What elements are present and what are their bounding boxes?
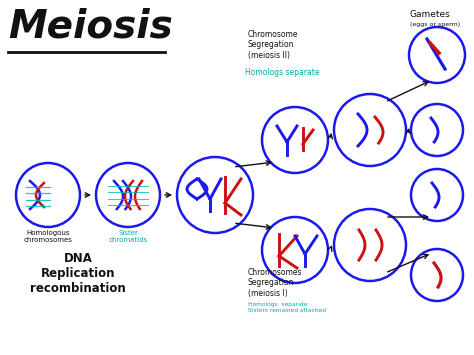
Text: Gametes: Gametes xyxy=(410,10,451,19)
Text: Chromosomes
Segregation
(meiosis I): Chromosomes Segregation (meiosis I) xyxy=(248,268,302,298)
Text: Chromosome
Segregation
(meiosis II): Chromosome Segregation (meiosis II) xyxy=(248,30,299,60)
Text: Sister
chromatids: Sister chromatids xyxy=(109,230,147,243)
Text: DNA
Replication
recombination: DNA Replication recombination xyxy=(30,252,126,295)
Text: Homologous
chromosomes: Homologous chromosomes xyxy=(24,230,73,243)
Text: Meiosis: Meiosis xyxy=(8,8,173,46)
Text: Homologs  separate
Sisters remained attached: Homologs separate Sisters remained attac… xyxy=(248,302,326,313)
Text: (eggs or sperm): (eggs or sperm) xyxy=(410,22,460,27)
Text: Homologs separate: Homologs separate xyxy=(245,68,319,77)
